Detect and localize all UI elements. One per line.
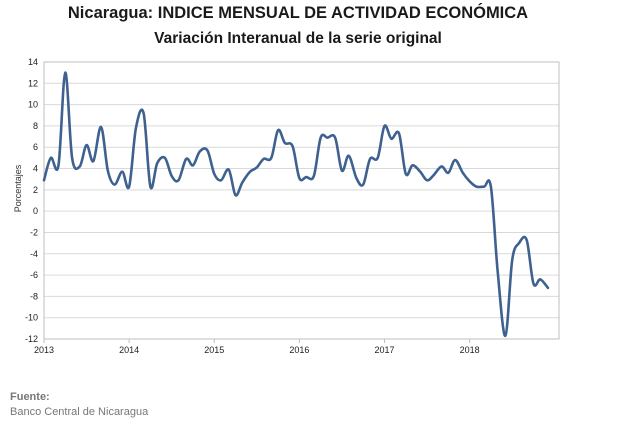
y-tick-labels: 14 12 10 8 6 4 2 0 -2 -4 -6 -8 -10 -12 [25, 57, 38, 344]
x-tick-label: 2017 [374, 345, 394, 355]
y-tick-label: 10 [28, 100, 38, 110]
y-tick-label: 6 [33, 142, 38, 152]
source-label: Fuente: [10, 391, 50, 403]
y-tick-label: -2 [30, 227, 38, 237]
series-line [42, 71, 550, 338]
x-tick-label: 2014 [119, 345, 139, 355]
chart-subtitle: Variación Interanual de la serie origina… [154, 30, 442, 47]
plot-area-border [43, 61, 560, 340]
x-tick-label: 2013 [34, 345, 54, 355]
y-axis-label: Porcentajes [13, 164, 23, 212]
y-tick-label: 12 [28, 78, 38, 88]
gridlines [44, 61, 559, 340]
x-tick-labels: 2013 2014 2015 2016 2017 2018 [34, 339, 480, 355]
y-tick-label: -6 [30, 270, 38, 280]
y-tick-label: -10 [25, 313, 38, 323]
y-tick-label: 2 [33, 185, 38, 195]
y-tick-label: 0 [33, 206, 38, 216]
x-tick-label: 2015 [204, 345, 224, 355]
y-tick-label: 4 [33, 164, 38, 174]
y-tick-label: 14 [28, 57, 38, 67]
x-tick-label: 2018 [460, 345, 480, 355]
y-tick-label: 8 [33, 121, 38, 131]
chart-title: Nicaragua: INDICE MENSUAL DE ACTIVIDAD E… [67, 4, 529, 22]
x-tick-label: 2016 [289, 345, 309, 355]
source-value: Banco Central de Nicaragua [10, 406, 149, 418]
y-tick-label: -12 [25, 334, 38, 344]
y-tick-label: -4 [30, 249, 38, 259]
y-tick-label: -8 [30, 291, 38, 301]
